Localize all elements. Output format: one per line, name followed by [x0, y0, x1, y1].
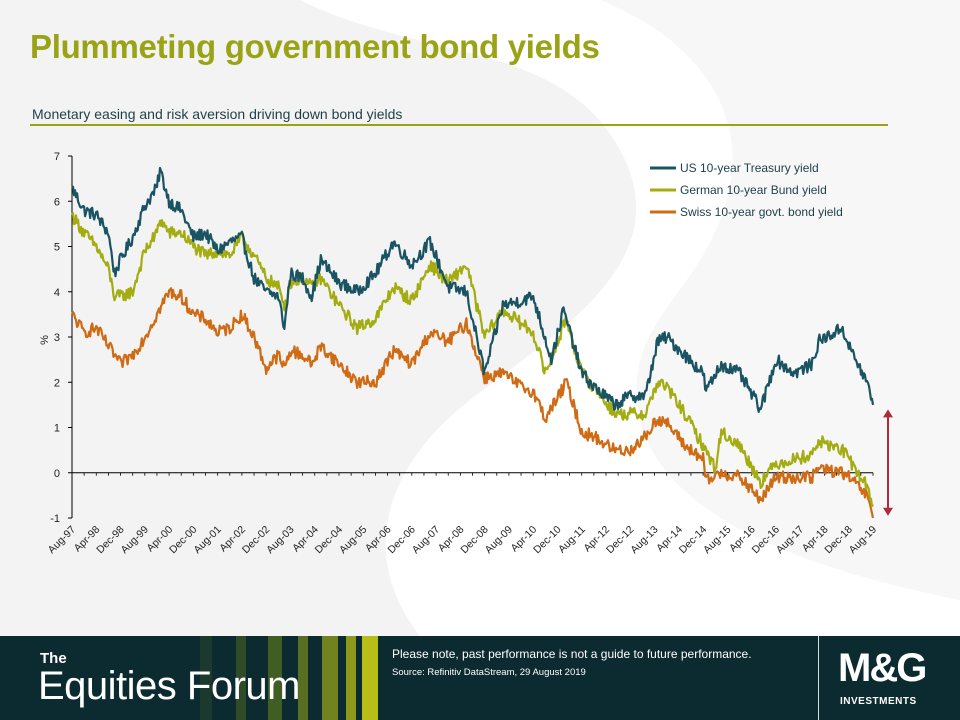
x-axis: Aug-97Apr-98Dec-98Aug-99Apr-00Dec-00Aug-… [46, 472, 880, 557]
legend-label: Swiss 10-year govt. bond yield [680, 205, 843, 219]
x-tick-label: Aug-17 [774, 524, 807, 557]
brand-name: Equities Forum [38, 664, 300, 708]
disclaimer-text: Please note, past performance is not a g… [392, 647, 752, 661]
x-tick-label: Aug-15 [701, 524, 734, 557]
y-tick-label: 1 [54, 423, 60, 435]
chart-legend: US 10-year Treasury yield German 10-year … [650, 161, 843, 219]
y-axis-label: % [39, 335, 51, 345]
bond-yield-chart: 7 6 5 4 3 2 1 0 -1% Aug-97Apr-98Dec-98Aug-99Apr-… [39, 151, 893, 557]
footer-bar: The Equities Forum Please note, past per… [0, 636, 960, 720]
yield-drop-arrow [883, 409, 893, 516]
y-tick-label: 3 [54, 332, 60, 344]
y-tick-label: 5 [54, 242, 60, 254]
legend-label: German 10-year Bund yield [680, 183, 827, 197]
y-tick-label: 6 [54, 196, 60, 208]
subtitle-rule [30, 124, 888, 126]
footer-divider [818, 636, 819, 720]
y-axis: 7 6 5 4 3 2 1 0 -1% [39, 151, 73, 525]
x-tick-label: Aug-97 [46, 524, 79, 557]
mg-logo-subtitle: INVESTMENTS [840, 696, 917, 707]
chart-subtitle: Monetary easing and risk aversion drivin… [32, 106, 403, 122]
x-tick-label: Aug-01 [191, 524, 224, 557]
brand-the: The [40, 650, 67, 667]
arrow-head-up [883, 409, 893, 418]
x-tick-label: Aug-13 [628, 524, 661, 557]
mg-logo: M&G [838, 646, 927, 690]
x-tick-label: Aug-03 [264, 524, 297, 557]
x-tick-label: Aug-09 [483, 524, 516, 557]
x-tick-label: Aug-19 [847, 524, 880, 557]
series-line-2 [70, 287, 875, 519]
x-tick-label: Aug-99 [119, 524, 152, 557]
x-tick-label: Aug-05 [337, 524, 370, 557]
x-tick-label: Aug-07 [410, 524, 443, 557]
y-tick-label: 0 [54, 468, 60, 480]
y-tick-label: 7 [54, 151, 60, 163]
arrow-head-down [883, 507, 893, 516]
x-tick-label: Aug-11 [556, 524, 588, 556]
y-tick-label: -1 [50, 513, 60, 525]
y-tick-label: 2 [54, 377, 60, 389]
series-lines [70, 166, 875, 519]
source-text: Source: Refinitiv DataStream, 29 August … [392, 667, 586, 678]
legend-label: US 10-year Treasury yield [680, 161, 819, 175]
series-line-0 [71, 166, 875, 413]
page-title: Plummeting government bond yields [30, 28, 600, 65]
y-tick-label: 4 [54, 287, 60, 299]
series-line-1 [71, 212, 874, 508]
